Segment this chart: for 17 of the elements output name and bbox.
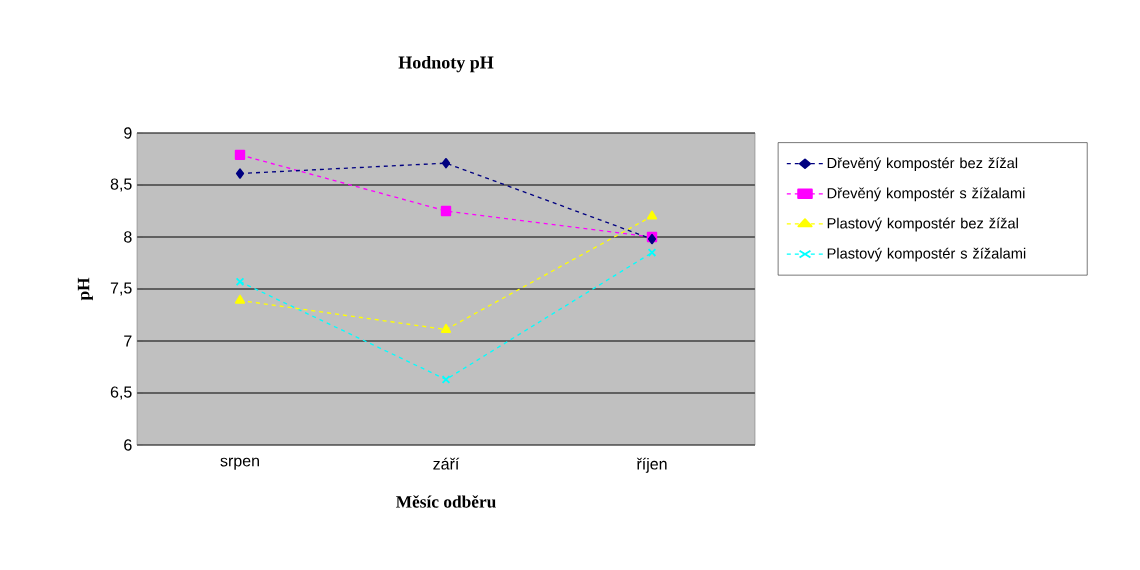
x-tick-label: srpen bbox=[220, 457, 259, 470]
y-axis-title: pH bbox=[77, 277, 93, 301]
legend-label: Dřevěný kompostér bez žížal bbox=[827, 157, 1018, 172]
y-tick-label: 8 bbox=[124, 231, 132, 243]
y-tick-label: 8,5 bbox=[110, 178, 132, 192]
y-tick-label: 9 bbox=[124, 127, 132, 139]
chart-title: Hodnoty pH bbox=[398, 55, 494, 73]
x-tick-label: září bbox=[433, 457, 460, 470]
legend-label: Dřevěný kompostér s žížalami bbox=[827, 187, 1025, 202]
y-tick-label: 6,5 bbox=[110, 386, 132, 400]
y-tick-label: 6 bbox=[124, 439, 132, 451]
legend-label: Plastový kompostér bez žížal bbox=[827, 217, 1018, 232]
y-tick-label: 7 bbox=[124, 335, 132, 347]
legend-label: Plastový kompostér s žížalami bbox=[827, 247, 1026, 262]
x-tick-label: říjen bbox=[636, 457, 667, 473]
y-tick-label: 7,5 bbox=[110, 282, 132, 296]
x-axis-title: Měsíc odběru bbox=[395, 495, 496, 508]
